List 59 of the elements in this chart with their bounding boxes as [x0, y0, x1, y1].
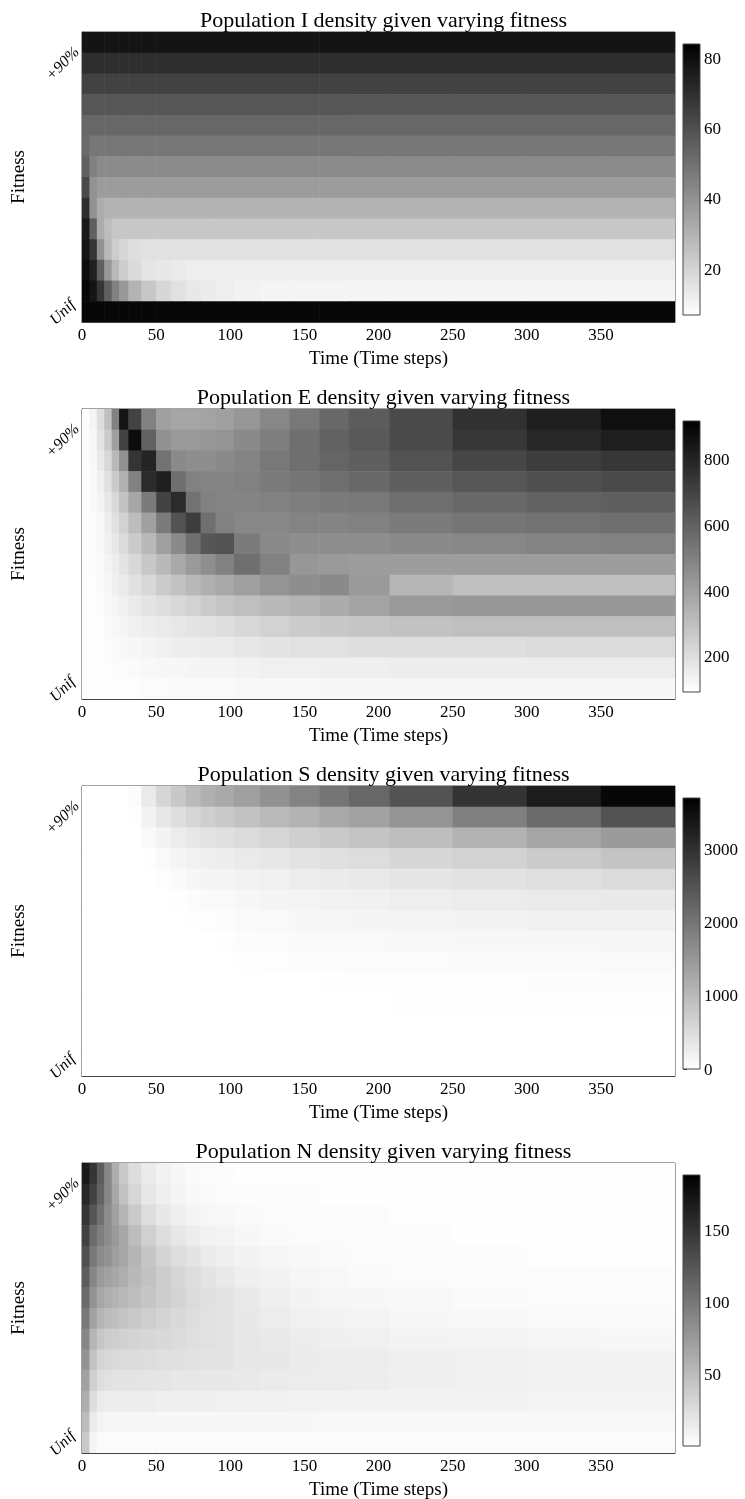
- x-tick-label: 50: [147, 702, 165, 721]
- y-axis-title: Fitness: [7, 150, 28, 204]
- x-tick-label: 50: [147, 1079, 165, 1098]
- chart-title: Population S density given varying fitness: [197, 760, 570, 786]
- x-tick-label: 350: [588, 702, 614, 721]
- color-bar-label: 150: [704, 1221, 730, 1241]
- y-axis-title: Fitness: [7, 527, 28, 581]
- x-tick-label: 50: [147, 1456, 165, 1475]
- x-tick-label: 150: [291, 1079, 318, 1098]
- chart-title: Population I density given varying fitness: [199, 6, 568, 32]
- color-bar-label: 50: [704, 1364, 721, 1384]
- color-bar-label: 80: [704, 48, 721, 68]
- x-tick-label: 350: [588, 325, 614, 344]
- x-tick-label: 300: [514, 1456, 540, 1475]
- x-tick-label: 150: [291, 325, 318, 344]
- x-tick-label: 300: [514, 1079, 540, 1098]
- x-tick-label: 0: [77, 1079, 87, 1098]
- x-tick-label: 100: [217, 325, 243, 344]
- x-tick-label: 350: [588, 1079, 614, 1098]
- color-bar-label: 400: [704, 581, 730, 601]
- x-tick-label: 300: [514, 325, 540, 344]
- x-axis-title: Time (Time steps): [308, 347, 449, 369]
- x-tick-label: 200: [365, 1079, 392, 1098]
- y-axis-title: Fitness: [7, 1281, 28, 1335]
- x-tick-label: 100: [217, 1079, 243, 1098]
- x-tick-label: 50: [147, 325, 165, 344]
- color-bar-label: 1000: [704, 986, 738, 1006]
- x-tick-label: 300: [514, 702, 540, 721]
- x-tick-label: 100: [217, 702, 243, 721]
- x-tick-label: 200: [365, 1456, 392, 1475]
- x-tick-label: 200: [365, 702, 392, 721]
- color-bar-label: 100: [704, 1293, 730, 1313]
- x-axis-title: Time (Time steps): [308, 724, 449, 746]
- color-bar-label: 2000: [704, 913, 738, 933]
- x-tick-label: 0: [77, 702, 87, 721]
- x-tick-label: 150: [291, 702, 318, 721]
- x-axis-title: Time (Time steps): [308, 1478, 449, 1499]
- y-axis-title: Fitness: [7, 904, 28, 958]
- x-tick-label: 0: [77, 325, 87, 344]
- color-bar-label: 40: [704, 189, 721, 209]
- chart-title: Population N density given varying fitness: [195, 1137, 572, 1163]
- x-tick-label: 250: [439, 702, 466, 721]
- x-tick-label: 200: [365, 325, 392, 344]
- x-tick-label: 250: [439, 1456, 466, 1475]
- color-bar-label: 3000: [704, 839, 738, 859]
- x-axis-title: Time (Time steps): [308, 1101, 449, 1123]
- chart-title: Population E density given varying fitness: [196, 383, 571, 409]
- x-tick-label: 0: [77, 1456, 87, 1475]
- x-tick-label: 100: [217, 1456, 243, 1475]
- x-tick-label: 250: [439, 325, 466, 344]
- color-bar-label: 200: [704, 647, 730, 667]
- color-bar-label: 600: [704, 515, 730, 535]
- color-bar-label: 800: [704, 450, 730, 470]
- color-bar-label: 20: [704, 259, 721, 279]
- x-tick-label: 250: [439, 1079, 466, 1098]
- x-tick-label: 150: [291, 1456, 318, 1475]
- color-bar-label: 0: [704, 1059, 713, 1079]
- color-bar-label: 60: [704, 118, 721, 138]
- x-tick-label: 350: [588, 1456, 614, 1475]
